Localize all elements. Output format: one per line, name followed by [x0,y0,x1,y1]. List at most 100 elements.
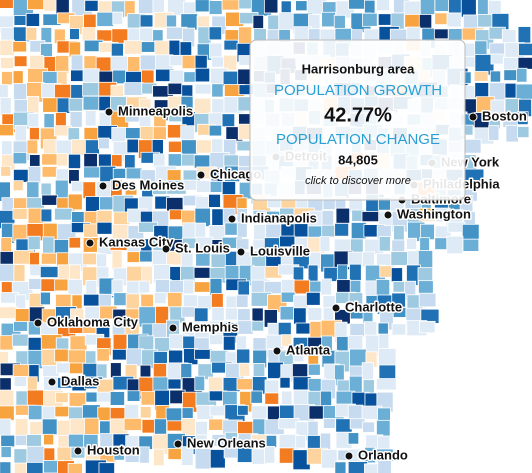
county [222,335,236,351]
county [13,55,28,67]
county [209,42,223,59]
county [41,418,58,436]
county [29,127,40,141]
county [348,375,363,394]
county [139,446,150,464]
county [505,124,519,143]
county [0,165,12,177]
county [53,239,69,255]
county [82,95,102,111]
city-dot [173,439,183,449]
city-dot [383,210,393,220]
city-label: Des Moines [112,177,184,192]
county [96,29,114,42]
county [279,376,291,389]
county [166,420,184,432]
county [111,126,127,144]
county [250,390,263,404]
city-label: Orlando [358,447,408,462]
county [295,0,308,12]
county [280,291,296,303]
county [517,56,532,70]
county [182,179,198,191]
county [419,320,436,334]
county [39,266,60,278]
county [165,14,177,28]
county [193,281,212,293]
county [211,83,224,98]
county [322,418,336,429]
county [11,333,29,347]
county [25,13,40,27]
county [280,334,292,347]
county [180,446,194,466]
county [54,207,73,221]
county [279,306,295,321]
county [181,417,196,436]
county [194,83,212,95]
city-dot [331,303,341,313]
county [139,14,154,28]
city-dot [236,247,246,257]
county [84,110,97,127]
county [40,27,53,44]
city-dot [161,244,171,254]
county [252,209,266,224]
county [126,265,144,283]
county [265,434,278,448]
county [320,278,332,296]
city-dot [85,238,95,248]
county [98,462,115,473]
county [113,445,125,461]
county [138,280,151,294]
county [0,97,12,117]
county [0,446,12,458]
county [433,28,449,40]
county [96,348,110,362]
county [40,252,57,265]
county [153,292,167,305]
county [208,124,223,137]
city-label: Oklahoma City [47,314,139,329]
county [194,348,213,360]
county [55,392,69,404]
county [43,113,55,129]
county [70,54,84,72]
tooltip-hint[interactable]: click to discover more [305,175,411,187]
county [67,349,87,364]
county [0,434,16,448]
county [43,433,55,446]
county [139,364,152,378]
tooltip[interactable]: Harrisonburg area POPULATION GROWTH 42.7… [249,39,466,201]
county [235,294,249,308]
county [112,167,127,179]
county [12,151,28,165]
county [40,208,53,223]
county [56,97,71,114]
county [82,82,102,97]
county [139,406,152,419]
county [295,435,307,449]
county [278,447,295,464]
county [278,12,295,31]
tooltip-box[interactable] [249,39,466,201]
county [237,320,254,335]
county [111,249,123,271]
county [223,54,238,71]
county [0,123,14,137]
growth-label: POPULATION GROWTH [274,82,442,99]
county [40,43,53,58]
city-dot [168,323,178,333]
county [13,15,27,26]
county [0,263,16,282]
county [153,351,168,366]
county [13,376,27,387]
county [379,265,392,278]
city-dot [468,112,478,122]
tooltip-title: Harrisonburg area [302,61,415,76]
city-dot [73,446,83,456]
county [347,432,360,445]
county [124,154,136,169]
county [224,265,240,281]
county [347,335,364,351]
